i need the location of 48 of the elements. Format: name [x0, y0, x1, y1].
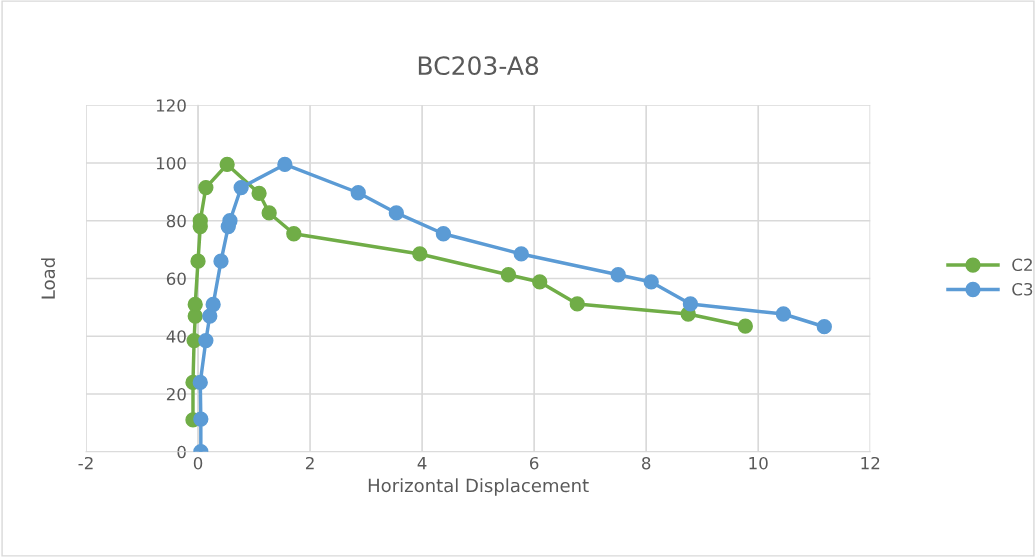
- point: [233, 179, 249, 196]
- point: [610, 267, 626, 283]
- legend-label: C3: [1012, 282, 1033, 296]
- x-tick-label: 4: [417, 457, 427, 470]
- point: [532, 274, 548, 290]
- point: [737, 318, 753, 334]
- legend-label: C2: [1012, 258, 1032, 272]
- point: [412, 246, 428, 262]
- x-axis-title: Horizontal Displacement: [368, 478, 589, 496]
- y-axis-title: Load: [41, 258, 56, 299]
- point: [435, 226, 452, 242]
- point: [192, 374, 208, 391]
- point: [198, 179, 214, 196]
- point: [219, 156, 235, 173]
- point: [513, 246, 529, 262]
- point: [816, 319, 832, 335]
- x-tick-label: 8: [642, 456, 651, 470]
- point: [569, 296, 585, 312]
- x-tick-label: 0: [193, 456, 203, 470]
- point: [213, 253, 229, 269]
- point: [251, 185, 267, 201]
- point: [205, 296, 221, 313]
- point: [261, 205, 277, 221]
- y-tick-label: 60: [166, 272, 186, 286]
- point: [682, 296, 699, 312]
- y-tick-label: 120: [156, 99, 186, 112]
- point: [388, 205, 404, 221]
- x-tick-label: 6: [529, 456, 539, 470]
- y-tick-label: 80: [166, 214, 186, 228]
- point: [643, 274, 659, 290]
- point: [187, 296, 203, 313]
- point: [198, 332, 214, 349]
- y-tick-label: 20: [166, 387, 186, 401]
- point: [350, 185, 366, 201]
- point: [277, 156, 293, 173]
- point: [500, 267, 517, 283]
- point: [193, 411, 209, 427]
- y-tick-label: 40: [166, 330, 186, 343]
- x-tick-label: -2: [78, 456, 93, 470]
- point: [775, 306, 792, 322]
- x-tick-label: 12: [861, 456, 880, 470]
- y-tick-label: 100: [156, 156, 186, 170]
- y-tick-label: 0: [177, 445, 186, 459]
- x-tick-label: 10: [749, 456, 768, 470]
- point: [286, 226, 302, 242]
- x-tick-label: 2: [305, 456, 314, 470]
- chart-title: BC203-A8: [418, 56, 539, 76]
- point: [190, 253, 206, 269]
